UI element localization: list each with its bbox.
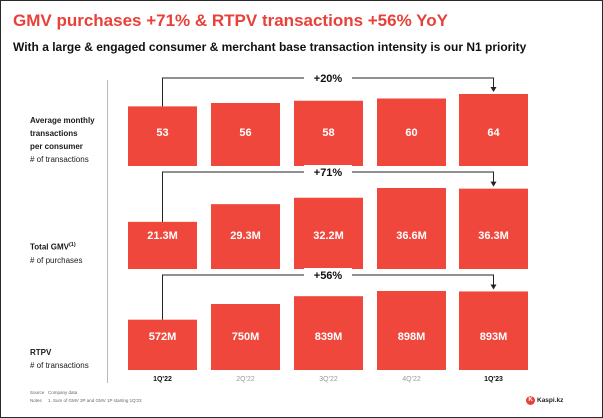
growth-label-background bbox=[304, 268, 352, 282]
growth-arrow-icon bbox=[490, 284, 497, 290]
x-axis-category-label: 2Q'22 bbox=[236, 376, 255, 383]
footnote-marker: (1) bbox=[68, 242, 76, 248]
bar-value-label: 898M bbox=[398, 331, 426, 343]
logo-mark-icon: K bbox=[526, 396, 535, 405]
bar-value-label: 750M bbox=[232, 331, 260, 343]
bar bbox=[211, 204, 280, 269]
bar bbox=[211, 304, 280, 370]
footnote-key: Notes bbox=[30, 398, 42, 403]
bar bbox=[128, 221, 197, 269]
bar-value-label: 56 bbox=[239, 127, 251, 139]
bar bbox=[211, 103, 280, 166]
bar-value-label: 64 bbox=[487, 127, 500, 139]
bar bbox=[128, 106, 197, 166]
row-label-rtpv: RTPV # of transactions bbox=[30, 346, 89, 372]
bar-value-label: 36.6M bbox=[396, 230, 427, 242]
bar-value-label: 839M bbox=[315, 331, 343, 343]
metric-name-text: Total GMV bbox=[30, 242, 69, 252]
metric-name-line: Total GMV(1) bbox=[30, 239, 82, 254]
row-label-gmv: Total GMV(1) # of purchases bbox=[30, 239, 82, 267]
growth-label-background bbox=[304, 165, 352, 179]
metric-unit: # of purchases bbox=[30, 255, 83, 265]
bar bbox=[377, 98, 446, 166]
bar bbox=[459, 188, 528, 269]
footnotes: Source Company data Notes 1. Sum of GMV 3P… bbox=[30, 389, 142, 405]
growth-arrow-icon bbox=[490, 87, 497, 92]
logo-text: Kaspi.kz bbox=[537, 397, 564, 404]
bar-value-label: 572M bbox=[149, 331, 177, 343]
growth-label: +20% bbox=[314, 73, 343, 85]
bar-value-label: 21.3M bbox=[147, 230, 178, 242]
metric-name-line: per consumer bbox=[30, 142, 83, 151]
bar bbox=[377, 291, 446, 370]
footnote-text: 1. Sum of GMV 3P and GMV 1P starting 1Q'… bbox=[48, 398, 142, 403]
slide-subtitle: With a large & engaged consumer & mercha… bbox=[13, 40, 527, 54]
metric-unit: # of transactions bbox=[30, 155, 89, 164]
x-axis-category-label: 1Q'23 bbox=[484, 376, 503, 383]
bar-value-label: 58 bbox=[322, 127, 334, 139]
footnote-source: Source Company data bbox=[30, 389, 142, 397]
row-label-transactions: Average monthly transactions per consume… bbox=[30, 114, 95, 166]
company-logo: K Kaspi.kz bbox=[526, 396, 563, 405]
bar-value-label: 893M bbox=[480, 331, 508, 343]
bar-value-label: 36.3M bbox=[478, 230, 509, 242]
bar bbox=[459, 94, 528, 166]
growth-arrow-icon bbox=[490, 181, 497, 187]
bar bbox=[294, 100, 363, 166]
metric-name-line: Average monthly bbox=[30, 116, 95, 125]
growth-label: +71% bbox=[314, 167, 343, 179]
x-axis-category-label: 3Q'22 bbox=[319, 376, 338, 383]
bar bbox=[294, 197, 363, 269]
x-axis-category-label: 1Q'22 bbox=[153, 376, 172, 383]
metric-name-line: transactions bbox=[30, 129, 78, 138]
bar bbox=[294, 296, 363, 370]
x-axis-category-label: 4Q'22 bbox=[402, 376, 421, 383]
metric-unit: # of transactions bbox=[30, 361, 89, 370]
bar-value-label: 29.3M bbox=[230, 230, 261, 242]
slide-title: GMV purchases +71% & RTPV transactions +… bbox=[13, 11, 448, 30]
footnote-notes: Notes 1. Sum of GMV 3P and GMV 1P startin… bbox=[30, 397, 142, 405]
footnote-key: Source bbox=[30, 390, 45, 395]
growth-label: +56% bbox=[314, 270, 343, 282]
bar bbox=[128, 319, 197, 370]
bar bbox=[459, 291, 528, 370]
growth-label-background bbox=[304, 71, 352, 85]
label-divider-line bbox=[107, 80, 108, 383]
metric-name-line: RTPV bbox=[30, 348, 52, 357]
footnote-text: Company data bbox=[48, 390, 78, 395]
bar-value-label: 60 bbox=[405, 127, 417, 139]
bar-value-label: 53 bbox=[156, 127, 168, 139]
bar bbox=[377, 188, 446, 269]
bar-value-label: 32.2M bbox=[313, 230, 344, 242]
